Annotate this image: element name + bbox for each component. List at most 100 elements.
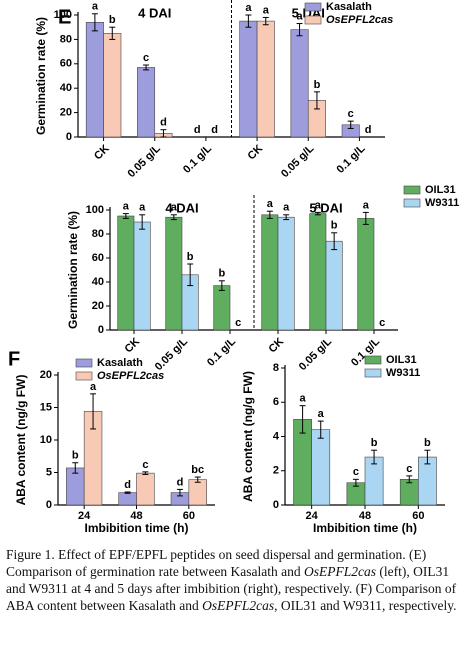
significance-letter: a (171, 202, 178, 214)
significance-letter: d (160, 117, 167, 129)
legend-swatch (75, 358, 93, 368)
significance-letter: c (353, 466, 359, 478)
bar (103, 32, 122, 138)
x-tick-label: 48 (130, 510, 142, 522)
caption-text: OsEPFL2cas (202, 598, 275, 613)
error-bar (143, 64, 150, 71)
bar (277, 216, 295, 331)
significance-letter: d (194, 124, 201, 136)
significance-letter: b (109, 14, 116, 26)
significance-letter: b (331, 220, 338, 232)
y-tick-label: 0 (46, 499, 52, 511)
bar (256, 20, 275, 138)
error-bar (314, 211, 321, 216)
panel-label: F (8, 348, 20, 370)
bar (311, 429, 331, 506)
group-label: 5 DAI (309, 200, 342, 215)
significance-letter: c (348, 108, 354, 120)
significance-letter: a (263, 4, 270, 16)
x-tick-label: 0.1 g/L (181, 142, 214, 175)
y-tick-label: 0 (66, 131, 72, 143)
y-tick-label: 4 (273, 430, 280, 442)
significance-letter: a (245, 2, 252, 14)
x-tick-label: CK (92, 143, 112, 163)
bar (290, 29, 309, 138)
significance-letter: a (283, 202, 290, 214)
bar (165, 216, 183, 331)
significance-letter: c (142, 459, 148, 471)
significance-letter: b (371, 437, 378, 449)
legend-label: W9311 (386, 367, 420, 379)
error-bar (122, 213, 129, 219)
significance-letter: a (315, 199, 322, 211)
bar (117, 215, 135, 331)
y-tick-label: 20 (40, 369, 52, 381)
y-tick-label: 2 (273, 465, 279, 477)
y-tick-label: 5 (46, 466, 52, 478)
error-bar (266, 210, 273, 219)
bar (239, 20, 258, 138)
x-tick-label: 0.05 g/L (153, 335, 191, 373)
y-tick-label: 100 (54, 9, 72, 21)
y-tick-label: 15 (40, 401, 52, 413)
error-bar (283, 214, 290, 221)
error-bar (296, 23, 303, 37)
y-axis-label: ABA content (ng/g FW) (14, 375, 28, 506)
x-tick-label: CK (122, 336, 142, 356)
significance-letter: c (235, 317, 241, 329)
error-bar (176, 488, 183, 497)
error-bar (139, 214, 146, 230)
x-tick-label: 24 (78, 510, 91, 522)
bar (309, 213, 327, 331)
group-label: 4 DAI (138, 5, 171, 20)
error-bar (313, 91, 320, 110)
error-bar (331, 232, 338, 251)
legend-label: OIL31 (386, 354, 417, 366)
significance-letter: d (211, 124, 218, 136)
x-tick-label: 48 (359, 510, 371, 522)
error-bar (352, 478, 359, 487)
y-axis-label: Germination rate (%) (66, 211, 80, 329)
error-bar (218, 280, 225, 291)
panel-label: E (58, 6, 71, 28)
significance-letter: a (139, 202, 146, 214)
x-tick-label: 60 (412, 510, 424, 522)
error-bar (124, 491, 131, 494)
error-bar (90, 393, 97, 430)
error-bar (91, 13, 98, 32)
legend-swatch (304, 2, 322, 12)
significance-letter: c (143, 52, 149, 64)
significance-letter: a (300, 393, 307, 405)
y-tick-label: 6 (273, 396, 279, 408)
error-bar (317, 420, 324, 439)
bar (85, 22, 104, 138)
caption-text: (left), OIL31 and W9311 at 4 and 5 days … (6, 564, 457, 613)
error-bar (245, 14, 252, 28)
significance-letter: a (92, 1, 99, 13)
x-axis-label: Imbibition time (h) (85, 521, 189, 535)
legend-swatch (403, 198, 421, 208)
significance-letter: c (406, 463, 412, 475)
legend-swatch (75, 371, 93, 381)
error-bar (406, 475, 413, 484)
y-tick-label: 8 (273, 362, 279, 374)
legend-label: Kasalath (97, 357, 143, 369)
significance-letter: d (365, 124, 372, 136)
caption: Figure 1. Effect of EPF/EPFL peptides on… (6, 546, 462, 614)
y-axis-label: Germination rate (%) (34, 17, 48, 135)
legend-label: Kasalath (326, 1, 372, 13)
significance-letter: b (424, 437, 431, 449)
bar (137, 67, 156, 138)
error-bar (170, 214, 177, 221)
significance-letter: b (187, 251, 194, 263)
x-tick-label: 0.05 g/L (125, 142, 163, 180)
legend-label: W9311 (425, 197, 459, 209)
error-bar (347, 120, 354, 129)
error-bar (187, 263, 194, 287)
group-label: 4 DAI (165, 200, 198, 215)
significance-letter: b (72, 450, 79, 462)
x-tick-label: 0.1 g/L (334, 142, 367, 175)
bar (357, 218, 375, 331)
x-tick-label: 24 (306, 510, 319, 522)
legend-swatch (304, 15, 322, 25)
